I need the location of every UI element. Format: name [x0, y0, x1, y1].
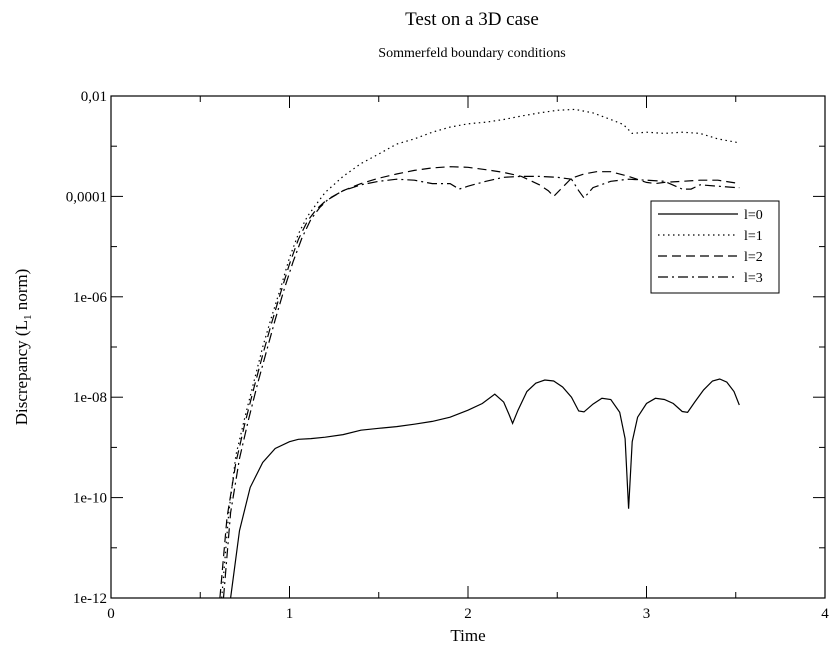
x-tick-label: 1	[286, 606, 294, 622]
y-axis: 1e-12 1e-10 1e-08 1e-06 0,0001 0,01	[66, 89, 825, 607]
series-line-l-0	[230, 378, 740, 599]
x-tick-label: 2	[464, 606, 472, 622]
y-tick-label: 1e-06	[73, 290, 108, 306]
legend-label: l=3	[744, 271, 763, 286]
series-line-l-3	[222, 175, 740, 599]
y-axis-label: Discrepancy (L1 norm)	[12, 269, 34, 426]
y-axis-label-subscript: 1	[22, 315, 34, 321]
series-group	[219, 108, 740, 599]
legend-label: l=0	[744, 208, 763, 223]
x-axis: 0 1 2 3 4	[107, 96, 829, 622]
y-tick-label: 1e-08	[73, 390, 107, 406]
legend-label: l=2	[744, 250, 763, 265]
y-tick-label: 0,0001	[66, 189, 107, 205]
x-tick-label: 4	[821, 606, 829, 622]
y-tick-label: 1e-12	[73, 591, 107, 607]
y-axis-label-end: norm)	[12, 269, 31, 315]
y-tick-label: 1e-10	[73, 491, 107, 507]
legend: l=0 l=1 l=2 l=3	[650, 200, 780, 294]
y-tick-label: 0,01	[81, 89, 107, 105]
plot-frame	[110, 95, 826, 599]
plot-area: 0 1 2 3 4 1e-12 1e-10 1e-08 1e-06 0,0001 0,01	[66, 89, 830, 622]
x-axis-label: Time	[450, 626, 485, 645]
chart-subtitle: Sommerfeld boundary conditions	[378, 46, 565, 61]
x-tick-label: 0	[107, 606, 115, 622]
y-axis-label-main: Discrepancy (L	[12, 320, 31, 425]
chart-title: Test on a 3D case	[405, 9, 539, 30]
legend-box	[650, 200, 780, 294]
series-line-l-2	[219, 166, 740, 599]
x-tick-label: 3	[643, 606, 651, 622]
legend-label: l=1	[744, 229, 763, 244]
